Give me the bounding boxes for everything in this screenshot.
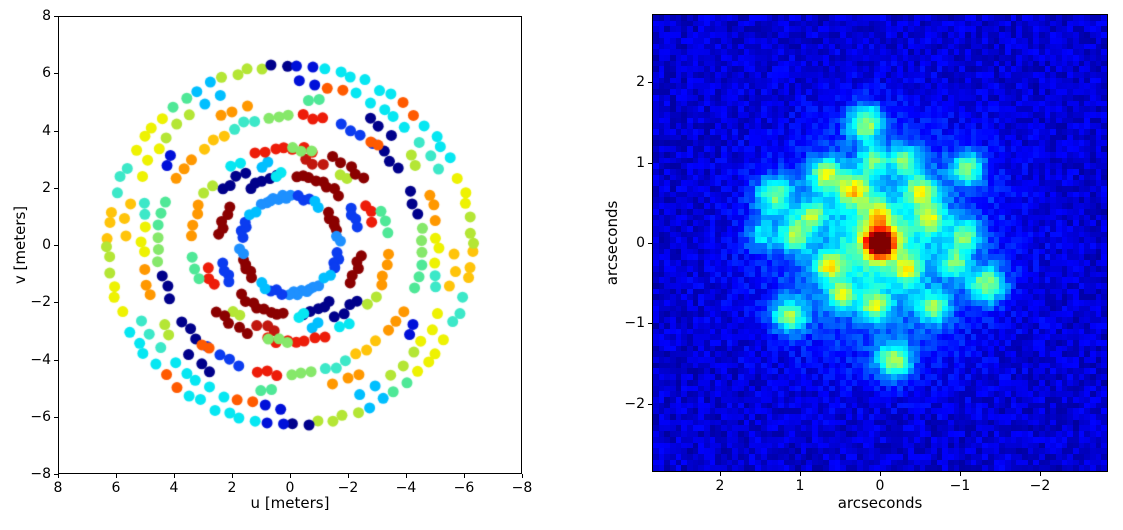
y-tick-label: −8 [30, 466, 51, 482]
x-tick-label: 6 [111, 480, 121, 496]
x-tick-label: 0 [875, 478, 885, 494]
x-tick-label: −6 [453, 480, 475, 496]
x-tick-mark [800, 472, 801, 476]
y-tick-mark [648, 162, 652, 164]
x-tick-mark [464, 474, 465, 478]
x-tick-label: 2 [715, 478, 725, 494]
x-tick-mark [348, 474, 349, 478]
y-tick-label: 2 [42, 179, 51, 196]
y-tick-label: −2 [30, 294, 51, 311]
y-tick-mark [648, 243, 652, 244]
x-tick-mark [58, 474, 59, 478]
y-tick-mark [54, 73, 58, 75]
x-tick-mark [406, 474, 407, 478]
x-tick-mark [522, 474, 523, 478]
y-tick-label: −2 [624, 395, 645, 412]
x-tick-label: −4 [395, 480, 417, 496]
x-tick-mark [174, 474, 175, 478]
x-tick-label: −2 [1029, 478, 1051, 494]
x-tick-label: −2 [337, 480, 359, 496]
x-tick-label: 4 [169, 480, 179, 496]
y-tick-mark [648, 323, 652, 325]
psf-image-canvas [653, 15, 1107, 471]
x-tick-label: 2 [227, 480, 237, 496]
y-tick-label: 0 [42, 237, 51, 253]
y-tick-label: 4 [42, 122, 51, 139]
x-tick-label: −8 [511, 480, 533, 496]
uv-y-axis-label: v [meters] [11, 205, 29, 285]
x-tick-label: −1 [949, 478, 971, 494]
x-tick-mark [290, 474, 291, 478]
psf-image-plot [652, 14, 1108, 472]
y-tick-label: 6 [42, 65, 51, 82]
x-tick-mark [960, 472, 961, 476]
uv-coverage-canvas [59, 17, 521, 473]
y-tick-label: 8 [42, 8, 51, 24]
y-tick-mark [648, 82, 652, 84]
x-tick-mark [880, 472, 881, 476]
y-tick-mark [54, 302, 58, 304]
x-tick-label: 1 [795, 478, 805, 494]
y-tick-mark [54, 359, 58, 361]
uv-coverage-plot [58, 16, 522, 474]
x-tick-mark [116, 474, 117, 478]
uv-x-axis-label: u [meters] [250, 494, 330, 512]
y-tick-label: 1 [636, 154, 645, 171]
y-tick-mark [54, 130, 58, 132]
y-tick-mark [54, 245, 58, 246]
psf-x-axis-label: arcseconds [837, 494, 923, 512]
y-tick-mark [54, 474, 58, 475]
y-tick-mark [54, 416, 58, 418]
y-tick-mark [648, 403, 652, 405]
y-tick-label: 2 [636, 74, 645, 91]
y-tick-mark [54, 187, 58, 189]
psf-y-axis-label: arcseconds [603, 200, 621, 286]
x-tick-label: 0 [285, 480, 295, 496]
y-tick-mark [54, 16, 58, 17]
y-tick-label: −6 [30, 408, 51, 425]
x-tick-mark [232, 474, 233, 478]
x-tick-mark [1040, 472, 1041, 476]
x-tick-label: 8 [53, 480, 63, 496]
y-tick-label: −4 [30, 351, 51, 368]
x-tick-mark [720, 472, 721, 476]
y-tick-label: 0 [636, 235, 645, 251]
y-tick-label: −1 [624, 315, 645, 332]
